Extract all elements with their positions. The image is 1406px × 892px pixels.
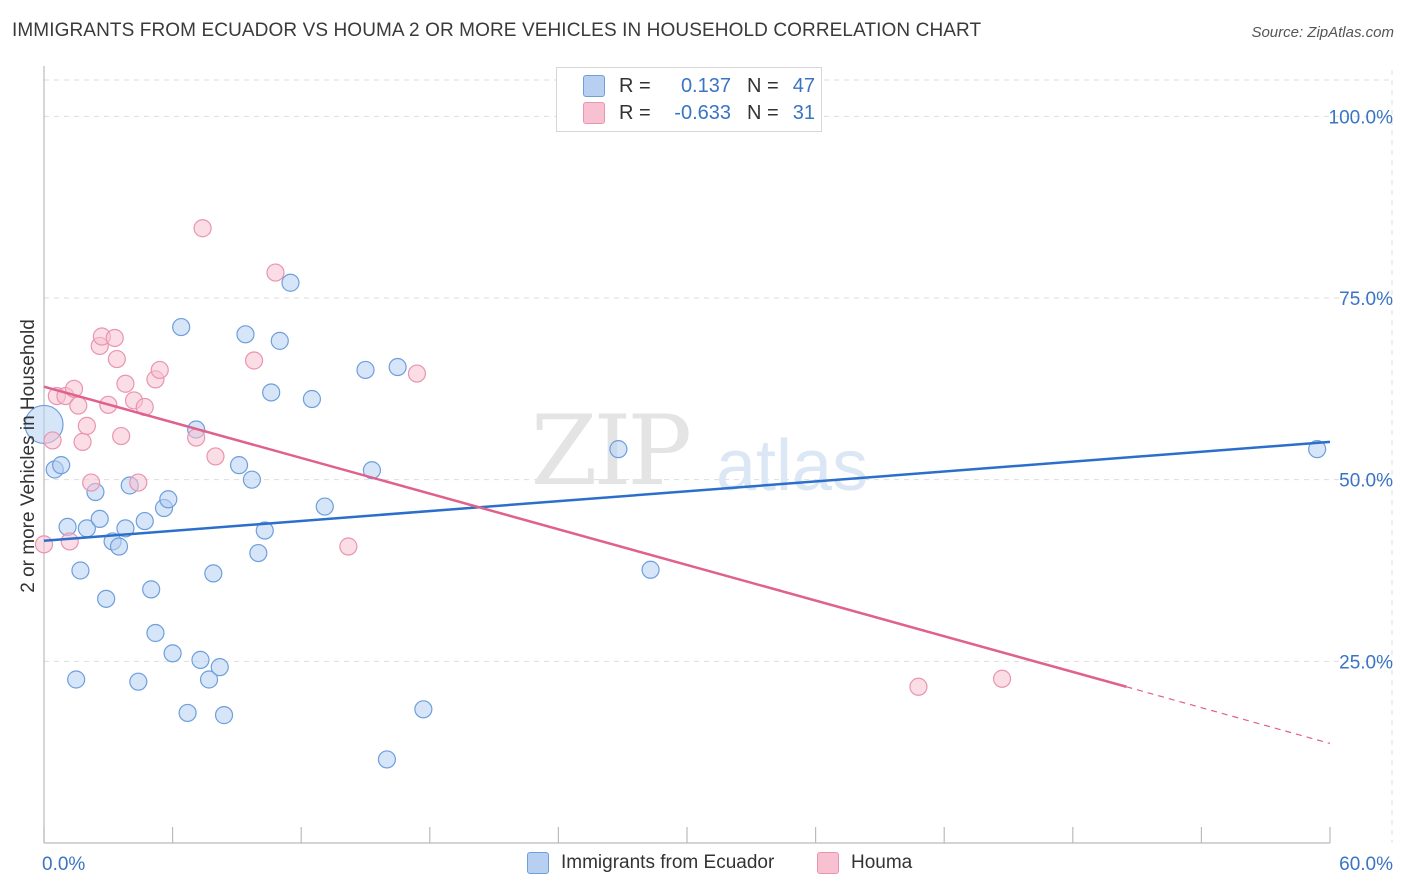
point-ecuador bbox=[116, 519, 135, 538]
legend-swatch-pink bbox=[583, 102, 605, 124]
legend-n-label: N = bbox=[747, 74, 779, 97]
point-houma bbox=[77, 416, 96, 435]
x-tick-label: 60.0% bbox=[1339, 854, 1393, 875]
point-ecuador bbox=[414, 700, 433, 719]
point-houma bbox=[82, 473, 101, 492]
point-ecuador bbox=[172, 317, 191, 337]
point-ecuador bbox=[356, 360, 375, 380]
point-ecuador bbox=[1308, 440, 1327, 459]
point-ecuador bbox=[377, 750, 397, 769]
point-ecuador bbox=[242, 470, 262, 489]
point-ecuador bbox=[388, 357, 407, 377]
y-axis-label: 2 or more Vehicles in Household bbox=[18, 319, 39, 593]
legend-label-ecuador: Immigrants from Ecuador bbox=[561, 852, 775, 873]
point-ecuador bbox=[315, 497, 334, 516]
point-ecuador bbox=[270, 331, 289, 350]
point-ecuador bbox=[90, 509, 109, 529]
point-ecuador bbox=[210, 658, 229, 677]
y-tick-label: 75.0% bbox=[1339, 289, 1393, 310]
point-houma bbox=[150, 360, 169, 380]
point-houma bbox=[992, 669, 1012, 688]
legend-n-value: 31 bbox=[792, 101, 815, 124]
legend-item-ecuador: Immigrants from Ecuador bbox=[527, 852, 774, 874]
point-houma bbox=[193, 219, 212, 238]
point-houma bbox=[116, 374, 135, 393]
legend-r-label: R = bbox=[619, 74, 651, 97]
grid-lines bbox=[44, 70, 1393, 843]
axes bbox=[43, 66, 1331, 844]
trendline-ecuador bbox=[43, 440, 1331, 542]
data-points bbox=[24, 219, 1327, 769]
legend-n-value: 47 bbox=[792, 74, 815, 97]
point-ecuador bbox=[71, 561, 90, 580]
trendline-houma bbox=[43, 385, 1127, 688]
point-houma bbox=[339, 537, 358, 556]
point-ecuador bbox=[109, 537, 129, 556]
point-houma bbox=[112, 426, 131, 446]
point-ecuador bbox=[236, 325, 255, 344]
point-ecuador bbox=[229, 456, 249, 475]
legend-swatch-blue bbox=[527, 852, 549, 874]
legend-row-ecuador: R = 0.137 N = 47 bbox=[583, 73, 815, 99]
point-ecuador bbox=[302, 389, 322, 409]
point-ecuador bbox=[97, 589, 116, 608]
legend-r-value: 0.137 bbox=[680, 74, 731, 97]
point-ecuador bbox=[641, 560, 660, 579]
legend-row-houma: R = -0.633 N = 31 bbox=[583, 100, 815, 126]
point-ecuador bbox=[163, 644, 182, 663]
point-houma bbox=[107, 349, 126, 369]
point-ecuador bbox=[214, 706, 234, 725]
point-houma bbox=[206, 447, 225, 466]
trend-lines bbox=[43, 385, 1331, 745]
point-houma bbox=[60, 532, 79, 551]
trendline-houma-extension bbox=[1126, 686, 1331, 745]
point-houma bbox=[244, 351, 264, 370]
y-tick-label: 100.0% bbox=[1329, 107, 1394, 128]
legend-swatch-pink bbox=[817, 852, 839, 874]
legend-item-houma: Houma bbox=[817, 852, 912, 874]
point-ecuador bbox=[67, 670, 86, 689]
point-ecuador bbox=[146, 623, 165, 643]
point-houma bbox=[43, 431, 62, 450]
x-tick-label: 0.0% bbox=[42, 854, 85, 875]
legend-label-houma: Houma bbox=[851, 852, 913, 873]
point-ecuador bbox=[129, 672, 148, 691]
point-houma bbox=[266, 263, 285, 282]
correlation-legend: R = 0.137 N = 47 R = -0.633 N = 31 bbox=[556, 67, 822, 132]
point-ecuador bbox=[281, 273, 300, 292]
source-note: Source: ZipAtlas.com bbox=[1251, 24, 1394, 41]
point-ecuador bbox=[178, 703, 197, 723]
point-ecuador bbox=[135, 511, 154, 531]
y-tick-label: 50.0% bbox=[1339, 471, 1393, 492]
point-houma bbox=[909, 677, 928, 696]
point-ecuador bbox=[249, 543, 268, 563]
point-ecuador bbox=[159, 490, 178, 509]
legend-r-value: -0.633 bbox=[674, 101, 731, 124]
watermark-atlas: atlas bbox=[716, 426, 868, 506]
point-houma bbox=[73, 432, 92, 451]
legend-n-label: N = bbox=[747, 101, 779, 124]
point-ecuador bbox=[191, 650, 210, 669]
point-ecuador bbox=[142, 580, 161, 599]
chart-title: IMMIGRANTS FROM ECUADOR VS HOUMA 2 OR MO… bbox=[12, 20, 982, 41]
point-ecuador bbox=[255, 521, 274, 540]
point-ecuador bbox=[262, 383, 281, 402]
point-houma bbox=[105, 328, 124, 348]
legend-r-label: R = bbox=[619, 101, 651, 124]
point-houma bbox=[129, 473, 148, 492]
y-tick-label: 25.0% bbox=[1339, 652, 1393, 673]
point-ecuador bbox=[199, 670, 219, 689]
point-houma bbox=[407, 364, 427, 383]
point-houma bbox=[69, 396, 88, 415]
point-ecuador bbox=[204, 564, 223, 583]
point-ecuador bbox=[52, 456, 71, 475]
tick-labels: 25.0% 50.0% 75.0% 100.0% 0.0% 60.0% bbox=[42, 107, 1393, 875]
legend-swatch-blue bbox=[583, 75, 605, 97]
point-ecuador bbox=[609, 440, 628, 459]
